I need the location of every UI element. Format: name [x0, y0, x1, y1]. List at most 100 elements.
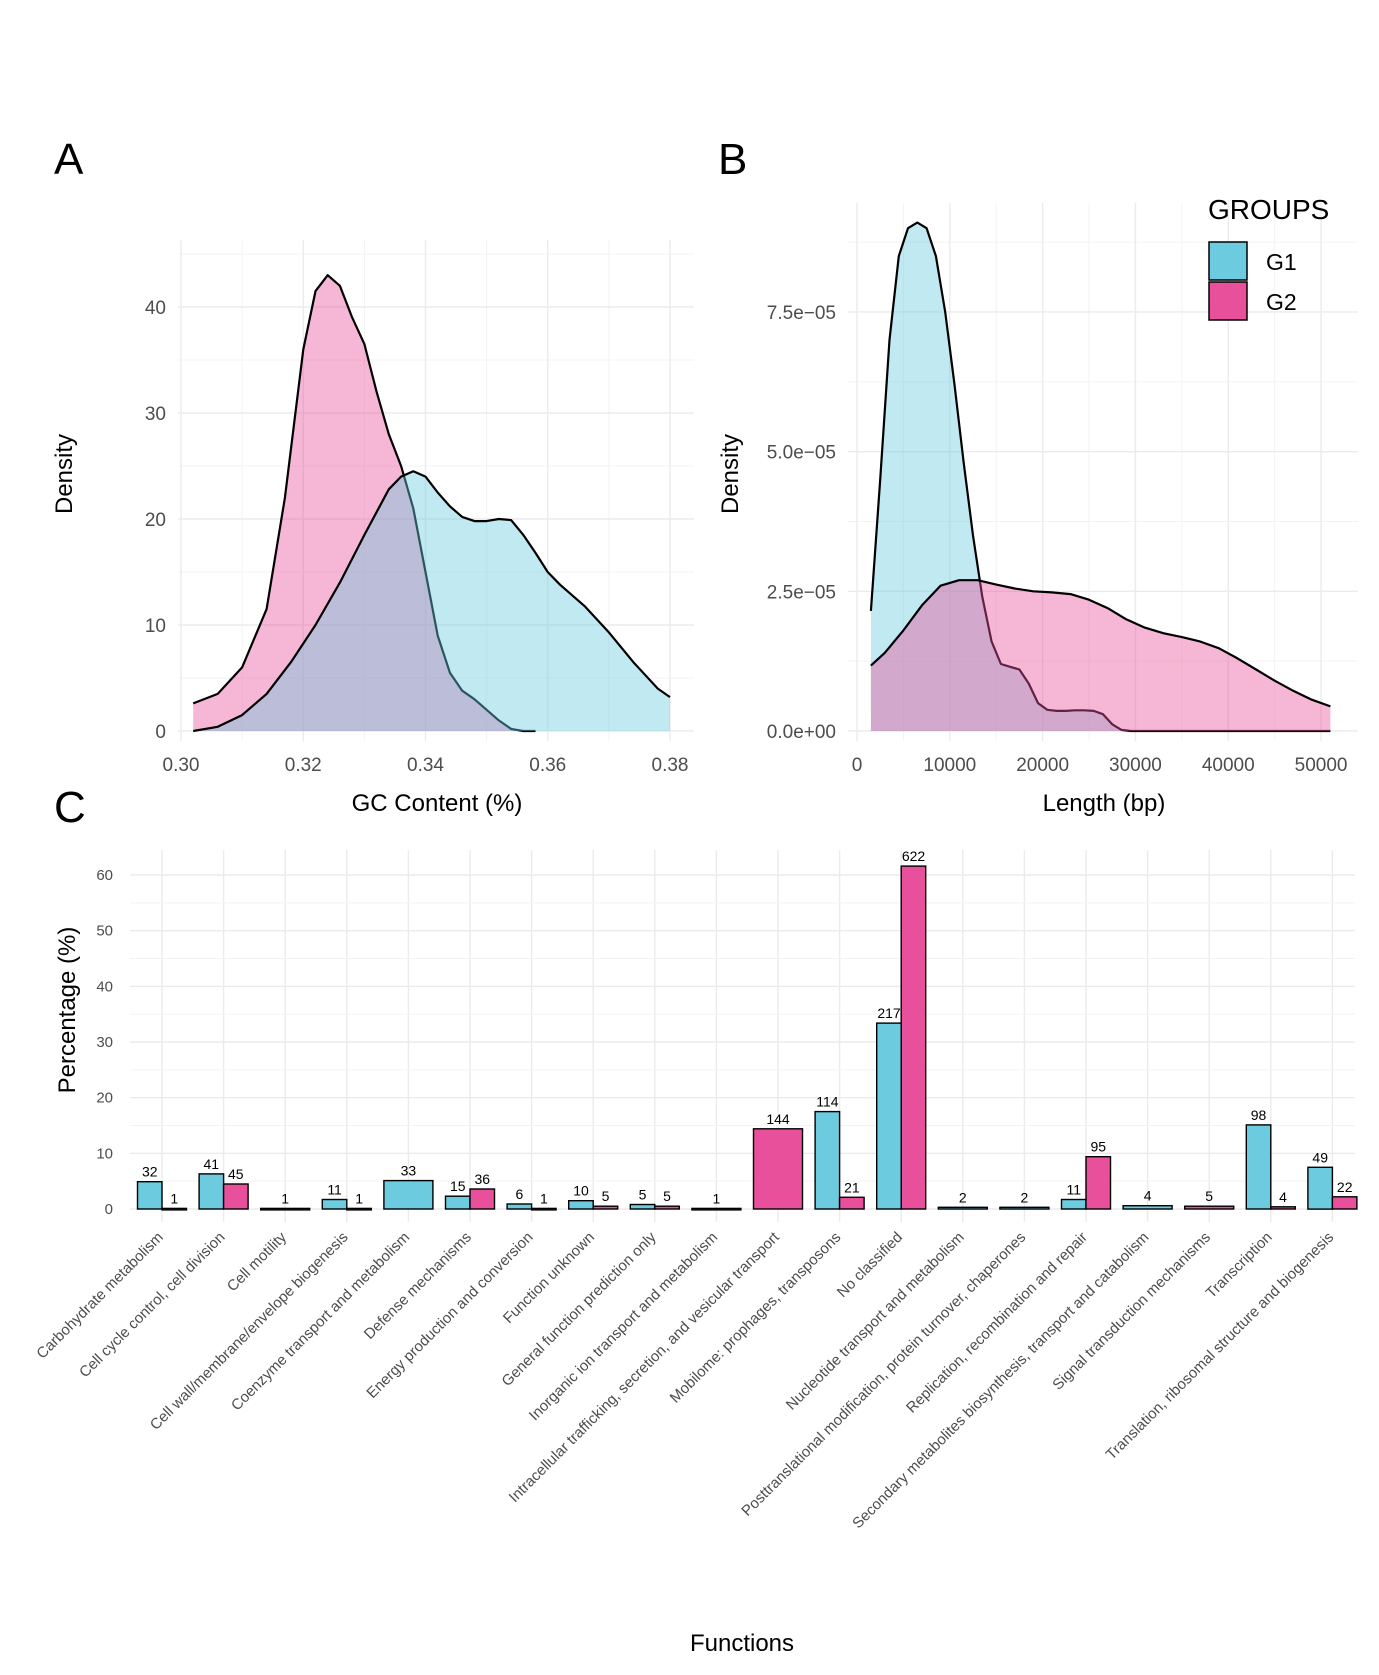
bar-label-g2: 144 — [766, 1111, 790, 1127]
b-y-tick-label: 2.5e−05 — [767, 582, 836, 603]
category-label: Carbohydrate metabolism — [33, 1229, 166, 1362]
a-x-tick-label: 0.36 — [529, 755, 566, 776]
a-y-tick-label: 20 — [145, 510, 166, 531]
bar-g1 — [937, 1206, 988, 1210]
bar-g1 — [1307, 1166, 1334, 1210]
bar-g2 — [838, 1196, 865, 1210]
bar-g2 — [260, 1207, 311, 1211]
bar-label-g1: 98 — [1251, 1107, 1267, 1123]
bar-label-g2: 22 — [1337, 1179, 1353, 1195]
bar-label-g2: 21 — [844, 1179, 860, 1195]
panel-c-letter: C — [54, 783, 86, 832]
panel-a-density-areas — [192, 274, 671, 733]
panel-c-x-title: Functions — [690, 1630, 794, 1657]
bar-g2 — [1270, 1206, 1297, 1210]
bar-g1 — [506, 1203, 533, 1210]
bar-g1 — [814, 1110, 841, 1210]
a-area-g1 — [193, 471, 670, 731]
bar-g2 — [346, 1207, 372, 1211]
panel-b-y-ticks: 0.0e+00 2.5e−05 5.0e−05 7.5e−05 — [767, 303, 836, 743]
b-y-tick-label: 0.0e+00 — [767, 722, 836, 743]
bar-g1 — [1060, 1198, 1087, 1210]
bar-label-g2: 1 — [281, 1190, 289, 1206]
c-y-tick-label: 60 — [96, 867, 113, 884]
b-x-tick-label: 40000 — [1202, 755, 1255, 776]
a-line-g1 — [193, 470, 671, 733]
a-y-tick-label: 40 — [145, 298, 166, 319]
bar-label-g1: 2 — [959, 1189, 967, 1205]
bar-label-g2: 95 — [1091, 1139, 1107, 1155]
bar-label-g1: 49 — [1312, 1149, 1328, 1165]
category-label: Translation, ribosomal structure and bio… — [1103, 1229, 1337, 1463]
panel-b-x-ticks: 0 10000 20000 30000 40000 50000 — [852, 755, 1348, 776]
bar-label-g2: 4 — [1279, 1189, 1287, 1205]
c-y-tick-label: 40 — [96, 978, 113, 995]
bar-label-g1: 5 — [639, 1187, 647, 1203]
c-y-tick-label: 10 — [96, 1145, 113, 1162]
b-area-g2 — [870, 580, 1331, 731]
category-label: Posttranslational modification, protein … — [738, 1229, 1029, 1520]
legend-label-g1: G1 — [1266, 249, 1297, 275]
bar-label-g2: 45 — [228, 1166, 244, 1182]
bar-g2 — [469, 1188, 496, 1210]
panel-a-letter: A — [54, 135, 84, 184]
bar-label-g2: 1 — [170, 1190, 178, 1206]
bar-g2 — [530, 1207, 557, 1211]
bar-g1 — [444, 1195, 471, 1210]
bar-g1 — [1245, 1124, 1272, 1210]
a-line-g2 — [192, 274, 536, 733]
bar-g1 — [1122, 1204, 1173, 1210]
a-y-tick-label: 30 — [145, 404, 166, 425]
b-y-tick-label: 5.0e−05 — [767, 443, 836, 464]
bar-g2 — [161, 1207, 188, 1211]
bar-g1 — [629, 1203, 656, 1210]
panel-c-bars — [136, 865, 1358, 1211]
a-x-tick-label: 0.34 — [407, 755, 444, 776]
bar-g2 — [654, 1205, 680, 1210]
bar-label-g2: 1 — [355, 1190, 363, 1206]
a-x-tick-label: 0.32 — [285, 755, 322, 776]
c-y-tick-label: 30 — [96, 1034, 113, 1051]
panel-c-y-title: Percentage (%) — [54, 927, 81, 1094]
bar-g2 — [592, 1205, 619, 1210]
legend-swatch-g2 — [1208, 281, 1248, 321]
b-line-g2 — [870, 579, 1331, 708]
category-label: Cell motility — [224, 1228, 291, 1295]
legend-label-g2: G2 — [1266, 289, 1297, 315]
c-y-tick-label: 20 — [96, 1090, 113, 1107]
panel-b-y-title: Density — [717, 434, 744, 514]
b-x-tick-label: 0 — [852, 755, 863, 776]
bar-label-g1: 217 — [877, 1005, 901, 1021]
bar-g1 — [321, 1198, 348, 1210]
bar-label-g2: 5 — [1205, 1188, 1213, 1204]
legend: GROUPS G1 G2 — [1208, 194, 1329, 321]
bar-label-g1: 11 — [327, 1182, 342, 1198]
bar-g1 — [568, 1199, 594, 1210]
bar-label-g2: 5 — [663, 1188, 671, 1204]
bar-label-g1: 33 — [401, 1163, 417, 1179]
c-y-tick-label: 50 — [96, 923, 113, 940]
bar-g2 — [1085, 1155, 1112, 1210]
bar-label-g2: 622 — [902, 848, 926, 864]
b-y-tick-label: 7.5e−05 — [767, 303, 836, 324]
bar-label-g1: 32 — [142, 1164, 158, 1180]
b-line-g1 — [869, 221, 1331, 733]
bar-label-g1: 6 — [516, 1186, 524, 1202]
b-area-g1 — [870, 222, 1331, 731]
panel-b-letter: B — [718, 135, 747, 184]
category-label: Secondary metabolites biosynthesis, tran… — [849, 1229, 1152, 1532]
c-y-tick-label: 0 — [105, 1201, 113, 1218]
panel-b-x-title: Length (bp) — [1043, 790, 1166, 817]
panel-a-x-ticks: 0.30 0.32 0.34 0.36 0.38 — [163, 755, 689, 776]
bar-g2 — [691, 1207, 742, 1211]
panel-a-y-title: Density — [51, 434, 78, 514]
panel-a: A 0 10 20 30 40 0.30 0.32 0.34 0.36 0.38 GC Cont… — [51, 135, 694, 817]
bar-g1 — [136, 1180, 163, 1210]
b-x-tick-label: 50000 — [1295, 755, 1348, 776]
bar-g2 — [1183, 1205, 1235, 1210]
b-x-tick-label: 20000 — [1016, 755, 1069, 776]
bar-label-g1: 15 — [450, 1178, 466, 1194]
